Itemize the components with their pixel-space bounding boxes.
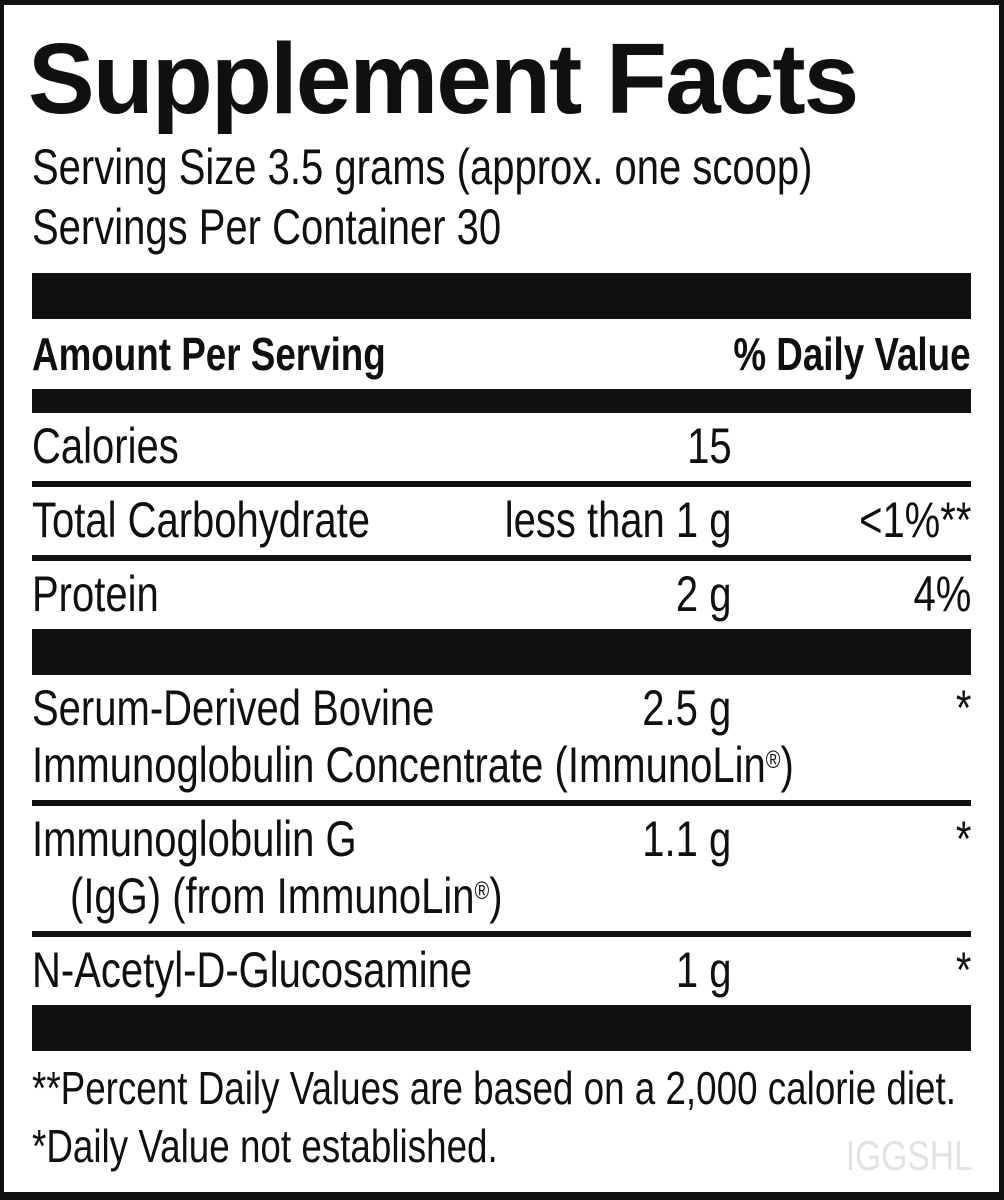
footnote-not-established: *Daily Value not established. <box>32 1119 498 1172</box>
nutrient-amount: 2.5 g <box>642 680 732 736</box>
nutrient-name-line2: (IgG) (from ImmunoLin®) <box>70 865 503 922</box>
product-code-watermark: IGGSHL <box>814 1132 973 1180</box>
divider-bar-thick-bottom <box>32 1004 971 1051</box>
footnote-not-established-wrap: *Daily Value not established. <box>32 1117 971 1175</box>
table-header-row: Amount Per Serving % Daily Value <box>32 319 971 389</box>
daily-value-header-wrap: % Daily Value <box>674 329 971 379</box>
serving-size-line: Serving Size 3.5 grams (approx. one scoo… <box>32 137 971 197</box>
nutrient-name-line2: Immunoglobulin Concentrate (ImmunoLin®) <box>32 734 794 791</box>
amount-per-serving-header: Amount Per Serving <box>32 328 386 380</box>
nutrient-amount: 1.1 g <box>642 810 732 867</box>
nutrient-name-line2-wrap: Immunoglobulin Concentrate (ImmunoLin®) <box>32 734 971 791</box>
nutrient-daily-value-wrap: 4% <box>899 568 971 620</box>
nutrient-daily-value: 4% <box>913 566 971 622</box>
nutrient-daily-value: <1%** <box>858 492 971 548</box>
nutrient-amount: 2 g <box>675 566 732 622</box>
nutrient-amount-wrap: 1.1 g <box>620 810 732 867</box>
nutrient-name-wrap: Calories <box>32 420 971 472</box>
panel-title: Supplement Facts <box>28 23 859 135</box>
table-row-n-acetyl-d-glucosamine: N-Acetyl-D-Glucosamine 1 g * <box>32 937 971 1005</box>
nutrient-name: Total Carbohydrate <box>32 492 370 548</box>
nutrient-daily-value-wrap: * <box>952 813 971 865</box>
table-row-immunoglobulin-g: Immunoglobulin G (IgG) (from ImmunoLin®)… <box>32 806 971 931</box>
footnote-daily-values-wrap: **Percent Daily Values are based on a 2,… <box>32 1059 971 1117</box>
nutrient-name: N-Acetyl-D-Glucosamine <box>32 941 473 998</box>
nutrient-daily-value-wrap: <1%** <box>831 494 971 546</box>
name-line2-post: ) <box>780 736 794 793</box>
nutrient-amount-wrap: 2 g <box>662 568 732 620</box>
nutrient-name-line1-wrap: Immunoglobulin G <box>32 813 971 865</box>
row-divider <box>32 555 971 561</box>
table-row-calories: Calories 15 <box>32 413 971 481</box>
table-row-serum-derived-bovine-immunoglobulin: Serum-Derived Bovine Immunoglobulin Conc… <box>32 675 971 800</box>
row-divider <box>32 930 971 937</box>
nutrient-amount: 15 <box>687 418 732 474</box>
nutrient-name-line1: Serum-Derived Bovine <box>32 680 435 736</box>
name-line2-pre: (IgG) (from ImmunoLin <box>70 867 475 924</box>
nutrient-daily-value: * <box>955 941 971 998</box>
footnote-daily-values: **Percent Daily Values are based on a 2,… <box>32 1061 956 1114</box>
nutrient-daily-value: * <box>955 810 971 867</box>
divider-bar-medium <box>32 389 971 413</box>
nutrient-amount-wrap: 2.5 g <box>620 680 732 736</box>
nutrient-amount-wrap: 1 g <box>662 944 732 996</box>
nutrient-daily-value: * <box>955 680 971 736</box>
nutrient-amount: 1 g <box>675 941 732 998</box>
nutrient-daily-value-wrap: * <box>952 944 971 996</box>
nutrient-amount: less than 1 g <box>504 492 732 548</box>
serving-size-text: Serving Size 3.5 grams (approx. one scoo… <box>32 139 813 195</box>
servings-per-container-line: Servings Per Container 30 <box>32 197 971 257</box>
nutrient-amount-wrap: less than 1 g <box>448 494 732 546</box>
divider-bar-thick-middle <box>32 629 971 675</box>
registered-trademark-symbol: ® <box>474 876 490 905</box>
registered-trademark-symbol: ® <box>765 746 781 774</box>
nutrient-daily-value-wrap: * <box>952 682 971 734</box>
divider-bar-thick-top <box>32 273 971 319</box>
nutrient-name-wrap: Total Carbohydrate <box>32 494 971 546</box>
name-line2-pre: Immunoglobulin Concentrate (ImmunoLin <box>32 736 766 793</box>
footnotes: **Percent Daily Values are based on a 2,… <box>32 1051 971 1175</box>
product-code-text: IGGSHL <box>846 1132 973 1179</box>
nutrient-name: Protein <box>32 566 159 622</box>
row-divider <box>32 481 971 487</box>
nutrient-name: Calories <box>32 418 179 474</box>
nutrient-name-line2-wrap: (IgG) (from ImmunoLin®) <box>32 865 971 922</box>
nutrient-amount-wrap: 15 <box>676 420 732 472</box>
nutrient-name-wrap: N-Acetyl-D-Glucosamine <box>32 944 971 996</box>
nutrient-name-line1: Immunoglobulin G <box>32 810 357 867</box>
servings-per-container-text: Servings Per Container 30 <box>32 199 502 255</box>
table-row-protein: Protein 2 g 4% <box>32 561 971 629</box>
name-line2-post: ) <box>489 867 503 924</box>
table-row-total-carbohydrate: Total Carbohydrate less than 1 g <1%** <box>32 487 971 555</box>
row-divider <box>32 799 971 806</box>
nutrient-name-line1-wrap: Serum-Derived Bovine <box>32 682 971 734</box>
nutrient-name-wrap: Protein <box>32 568 971 620</box>
daily-value-header: % Daily Value <box>733 328 971 380</box>
